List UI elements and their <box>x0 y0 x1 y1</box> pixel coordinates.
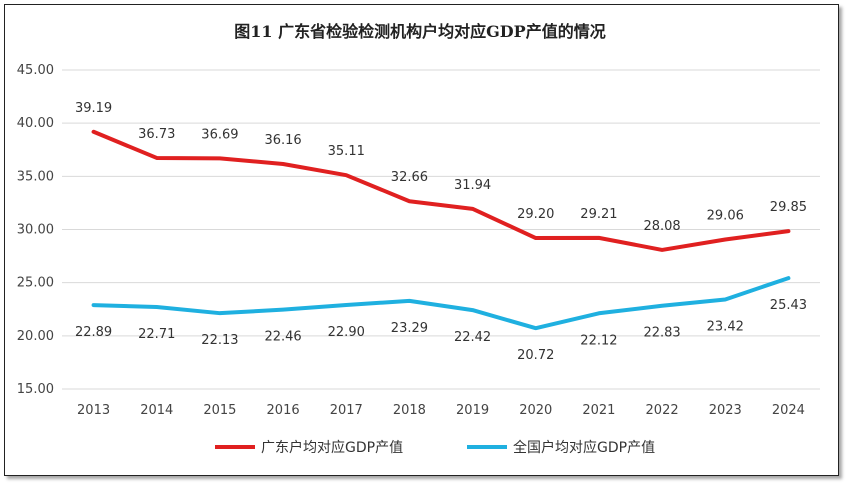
legend: 广东户均对应GDP产值 全国户均对应GDP产值 <box>215 439 655 456</box>
x-tick-label: 2013 <box>77 403 110 418</box>
series-line-1 <box>91 276 791 331</box>
x-tick-label: 2024 <box>772 403 805 418</box>
x-tick-label: 2014 <box>140 403 173 418</box>
data-label: 22.90 <box>328 325 365 340</box>
legend-label: 广东户均对应GDP产值 <box>261 439 403 456</box>
data-label: 22.83 <box>643 326 680 341</box>
series-line-0 <box>91 129 791 252</box>
x-tick-label: 2018 <box>393 403 426 418</box>
data-label: 22.89 <box>75 325 112 340</box>
y-tick-label: 25.00 <box>17 276 54 291</box>
data-label: 22.12 <box>580 333 617 348</box>
x-tick-label: 2020 <box>519 403 552 418</box>
data-label: 29.21 <box>580 207 617 222</box>
data-label: 25.43 <box>770 298 807 313</box>
data-label: 39.19 <box>75 101 112 116</box>
data-label: 22.42 <box>454 330 491 345</box>
data-label: 31.94 <box>454 178 491 193</box>
data-label: 29.85 <box>770 200 807 215</box>
data-label: 29.20 <box>517 207 554 222</box>
chart-title: 图11 广东省检验检测机构户均对应GDP产值的情况 <box>234 22 605 41</box>
x-tick-label: 2016 <box>267 403 300 418</box>
x-tick-label: 2022 <box>646 403 679 418</box>
y-axis-ticks: 45.00 40.00 35.00 30.00 25.00 20.00 15.00 <box>17 63 54 397</box>
chart-frame <box>4 4 839 476</box>
data-label: 20.72 <box>517 348 554 363</box>
data-label: 22.13 <box>201 333 238 348</box>
y-tick-label: 15.00 <box>17 382 54 397</box>
x-tick-label: 2015 <box>203 403 236 418</box>
data-label: 32.66 <box>391 170 428 185</box>
data-label: 36.16 <box>264 133 301 148</box>
x-tick-label: 2021 <box>582 403 615 418</box>
series-lines <box>91 129 791 331</box>
legend-label: 全国户均对应GDP产值 <box>513 439 655 456</box>
x-axis-ticks: 2013 2014 2015 2016 2017 2018 2019 2020 2021 2022… <box>77 403 805 418</box>
y-tick-label: 45.00 <box>17 63 54 78</box>
data-labels: 39.19 36.73 36.69 36.16 35.11 32.66 31.94 29.20… <box>75 101 807 363</box>
data-label: 29.06 <box>707 208 744 223</box>
grid-lines <box>62 69 820 390</box>
data-label: 22.46 <box>264 330 301 345</box>
x-tick-label: 2019 <box>456 403 489 418</box>
data-label: 36.69 <box>201 127 238 142</box>
x-tick-label: 2017 <box>330 403 363 418</box>
data-label: 22.71 <box>138 327 175 342</box>
data-label: 23.29 <box>391 321 428 336</box>
data-label: 35.11 <box>328 144 365 159</box>
y-tick-label: 30.00 <box>17 223 54 238</box>
data-label: 36.73 <box>138 127 175 142</box>
data-label: 28.08 <box>643 219 680 234</box>
data-label: 23.42 <box>707 319 744 334</box>
y-tick-label: 20.00 <box>17 329 54 344</box>
y-tick-label: 35.00 <box>17 169 54 184</box>
x-tick-label: 2023 <box>709 403 742 418</box>
y-tick-label: 40.00 <box>17 116 54 131</box>
